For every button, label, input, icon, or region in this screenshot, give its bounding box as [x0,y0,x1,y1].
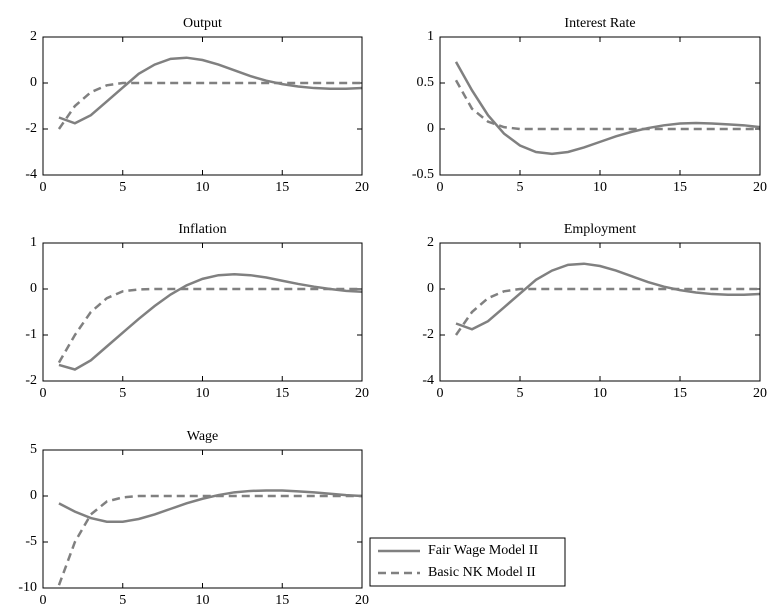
plot-frame [42,36,363,176]
y-tick-label: -4 [422,373,434,388]
legend-label: Fair Wage Model II [428,543,539,558]
x-tick-label: 20 [355,180,369,195]
legend-label: Basic NK Model II [428,565,536,580]
series-line [58,56,363,125]
y-tick-label: 0 [30,75,37,90]
x-tick-label: 5 [119,386,126,401]
y-tick-label: -2 [25,373,37,388]
plot-frame [42,449,363,589]
y-tick-label: 0 [30,488,37,503]
y-tick-label: 0 [30,281,37,296]
x-tick-label: 20 [355,593,369,608]
x-tick-label: 5 [119,180,126,195]
subplot-title: Output [183,16,222,31]
x-tick-label: 15 [275,180,289,195]
y-tick-label: -2 [422,327,434,342]
plot-frame [439,36,761,176]
y-tick-label: 1 [427,29,434,44]
subplot-title: Wage [187,429,219,444]
series-line [57,287,362,364]
x-tick-label: 5 [119,593,126,608]
series-line [454,287,760,336]
y-tick-label: 5 [30,442,37,457]
x-tick-label: 20 [355,386,369,401]
x-tick-label: 0 [437,386,444,401]
series-line [454,61,761,156]
x-tick-label: 20 [753,180,767,195]
x-tick-label: 0 [40,593,47,608]
x-tick-label: 20 [753,386,767,401]
series-line [57,494,362,586]
x-tick-label: 0 [40,386,47,401]
subplot-title: Inflation [178,222,226,237]
x-tick-label: 10 [593,386,607,401]
subplot-title: Employment [564,222,636,237]
y-tick-label: 1 [30,235,37,250]
y-tick-label: 0 [427,121,434,136]
y-tick-label: -2 [25,121,37,136]
x-tick-label: 15 [275,593,289,608]
y-tick-label: 0 [427,281,434,296]
x-tick-label: 5 [517,180,524,195]
y-tick-label: -0.5 [412,167,434,182]
y-tick-label: -4 [25,167,37,182]
x-tick-label: 10 [196,593,210,608]
x-tick-label: 0 [40,180,47,195]
y-tick-label: -5 [25,534,37,549]
plot-frame [439,242,761,382]
y-tick-label: 2 [30,29,37,44]
x-tick-label: 15 [673,180,687,195]
series-line [57,81,362,130]
y-tick-label: -10 [18,580,37,595]
y-tick-label: -1 [25,327,37,342]
subplot-title: Interest Rate [564,16,635,31]
x-tick-label: 15 [275,386,289,401]
x-tick-label: 10 [593,180,607,195]
x-tick-label: 10 [196,180,210,195]
x-tick-label: 5 [517,386,524,401]
series-line [454,79,760,131]
y-tick-label: 0.5 [417,75,435,90]
plot-frame [42,242,363,382]
x-tick-label: 0 [437,180,444,195]
x-tick-label: 10 [196,386,210,401]
series-line [455,262,761,331]
series-line [58,273,363,371]
y-tick-label: 2 [427,235,434,250]
legend-box [369,537,566,587]
x-tick-label: 15 [673,386,687,401]
